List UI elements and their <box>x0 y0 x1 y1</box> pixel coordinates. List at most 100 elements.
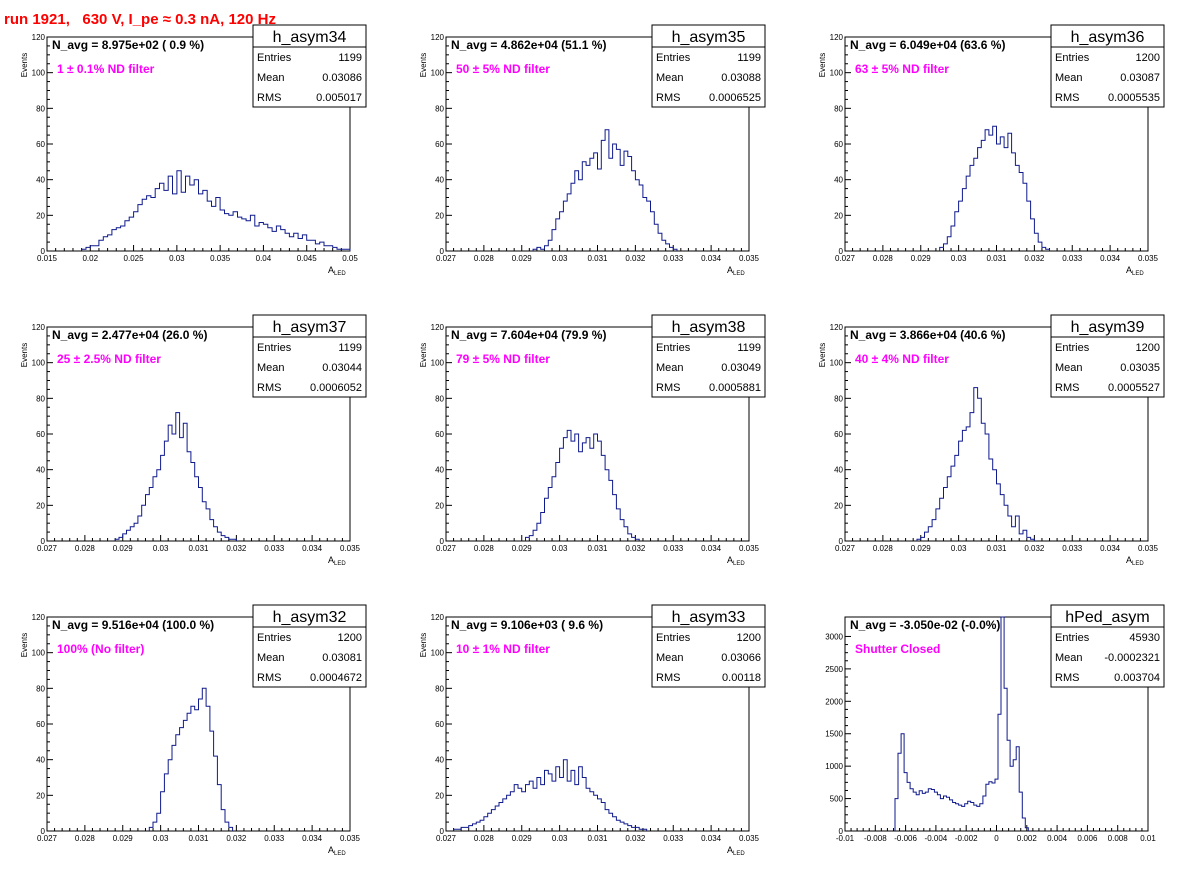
stats-key: Mean <box>257 72 285 84</box>
stats-hist-name: h_asym34 <box>273 29 347 46</box>
navg-label: N_avg = 9.516e+04 (100.0 %) <box>52 618 214 632</box>
x-tick-label: 0.033 <box>264 834 285 843</box>
x-axis-title-subscript: LED <box>1132 271 1144 277</box>
x-tick-label: 0.034 <box>701 544 722 553</box>
histogram-panel-h_asym37: 0.027 0.028 0.029 0.03 0.031 0.032 0.033 0.034 0… <box>20 314 367 567</box>
y-axis-title: Events <box>419 633 428 657</box>
navg-label: N_avg = 2.477e+04 (26.0 %) <box>52 328 207 342</box>
histogram-line <box>525 429 640 541</box>
histogram-line <box>148 687 234 831</box>
x-tick-label: 0.031 <box>188 834 209 843</box>
y-axis-title: Events <box>419 53 428 77</box>
filter-label: 1 ± 0.1% ND filter <box>57 62 155 76</box>
x-tick-label: 0.034 <box>302 834 323 843</box>
y-tick-label: 40 <box>435 756 444 765</box>
y-tick-label: 60 <box>435 430 444 439</box>
y-tick-label: 1000 <box>825 762 843 771</box>
histogram-panel-h_asym34: 0.015 0.02 0.025 0.03 0.035 0.04 0.045 0.05 0 20 4… <box>20 24 367 277</box>
stats-value: 0.03088 <box>721 72 761 84</box>
x-tick-label: -0.008 <box>864 834 887 843</box>
stats-key: Mean <box>257 362 285 374</box>
x-axis-title: ALED <box>328 555 346 567</box>
stats-value: 0.03049 <box>721 362 761 374</box>
y-tick-label: 100 <box>431 69 445 78</box>
x-tick-label: 0.035 <box>739 254 760 263</box>
x-tick-label: 0.027 <box>37 834 58 843</box>
stats-hist-name: h_asym37 <box>273 319 347 336</box>
histogram-panel-h_asym35: 0.027 0.028 0.029 0.03 0.031 0.032 0.033 0.034 0… <box>419 24 766 277</box>
y-tick-label: 40 <box>36 176 45 185</box>
stats-key: Mean <box>656 72 684 84</box>
y-tick-label: 60 <box>435 720 444 729</box>
stats-value: 0.00118 <box>722 672 761 684</box>
y-tick-label: 100 <box>830 359 844 368</box>
x-axis-title: ALED <box>1126 265 1144 277</box>
stats-value: 0.005017 <box>316 92 362 104</box>
histogram-panel-h_asym36: 0.027 0.028 0.029 0.03 0.031 0.032 0.033 0.034 0… <box>818 24 1165 277</box>
x-tick-label: -0.006 <box>894 834 917 843</box>
y-tick-label: 0 <box>839 827 844 836</box>
y-tick-label: 100 <box>32 649 46 658</box>
x-tick-label: 0.029 <box>113 834 134 843</box>
x-tick-label: 0.035 <box>1138 544 1159 553</box>
y-tick-label: 80 <box>36 104 45 113</box>
stats-key: RMS <box>656 672 680 684</box>
y-tick-label: 120 <box>830 323 844 332</box>
x-tick-label: 0.032 <box>625 254 646 263</box>
y-tick-label: 0 <box>440 827 445 836</box>
x-tick-label: -0.01 <box>836 834 855 843</box>
x-tick-label: 0.027 <box>37 544 58 553</box>
x-tick-label: 0.029 <box>512 834 533 843</box>
x-tick-label: 0.034 <box>1100 254 1121 263</box>
x-tick-label: 0.034 <box>701 254 722 263</box>
y-tick-label: 120 <box>32 323 46 332</box>
stats-value: 0.03081 <box>322 652 362 664</box>
x-tick-label: 0.031 <box>188 544 209 553</box>
filter-label: 40 ± 4% ND filter <box>855 352 949 366</box>
x-tick-label: 0.03 <box>951 254 967 263</box>
x-axis-title: ALED <box>727 265 745 277</box>
y-tick-label: 20 <box>834 501 843 510</box>
x-tick-label: 0.032 <box>625 834 646 843</box>
stats-value: 0.0005527 <box>1108 382 1160 394</box>
x-tick-label: 0.028 <box>873 544 894 553</box>
x-tick-label: 0.03 <box>552 834 568 843</box>
y-axis-title: Events <box>419 343 428 367</box>
y-tick-label: 80 <box>435 104 444 113</box>
y-tick-label: 80 <box>36 394 45 403</box>
stats-hist-name: h_asym39 <box>1071 319 1145 336</box>
y-axis-title: Events <box>818 53 827 77</box>
stats-value: 0.03087 <box>1120 72 1160 84</box>
stats-value: 1199 <box>338 342 362 354</box>
x-tick-label: 0.032 <box>1024 544 1045 553</box>
stats-key: Entries <box>656 52 691 64</box>
x-tick-label: 0.035 <box>210 254 231 263</box>
x-tick-label: 0.008 <box>1108 834 1129 843</box>
x-tick-label: 0.002 <box>1017 834 1038 843</box>
y-tick-label: 500 <box>830 795 844 804</box>
x-tick-label: 0.029 <box>911 254 932 263</box>
stats-key: Mean <box>1055 362 1083 374</box>
navg-label: N_avg = 9.106e+03 ( 9.6 %) <box>451 618 603 632</box>
stats-value: -0.0002321 <box>1104 652 1160 664</box>
stats-box <box>252 314 367 398</box>
y-tick-label: 20 <box>834 211 843 220</box>
stats-box <box>1050 604 1165 688</box>
stats-box <box>651 604 766 688</box>
y-tick-label: 0 <box>440 537 445 546</box>
x-tick-label: 0.029 <box>113 544 134 553</box>
x-tick-label: 0.028 <box>474 544 495 553</box>
y-tick-label: 40 <box>435 176 444 185</box>
x-tick-label: 0.03 <box>552 254 568 263</box>
y-tick-label: 0 <box>41 537 46 546</box>
y-tick-label: 60 <box>36 720 45 729</box>
stats-key: Entries <box>257 342 292 354</box>
y-tick-label: 2000 <box>825 697 843 706</box>
histogram-line <box>939 125 1050 251</box>
x-tick-label: 0.006 <box>1077 834 1098 843</box>
x-tick-label: 0.032 <box>226 544 247 553</box>
y-axis-title: Events <box>20 633 29 657</box>
x-axis-title: ALED <box>1126 555 1144 567</box>
x-axis-title: ALED <box>727 845 745 857</box>
